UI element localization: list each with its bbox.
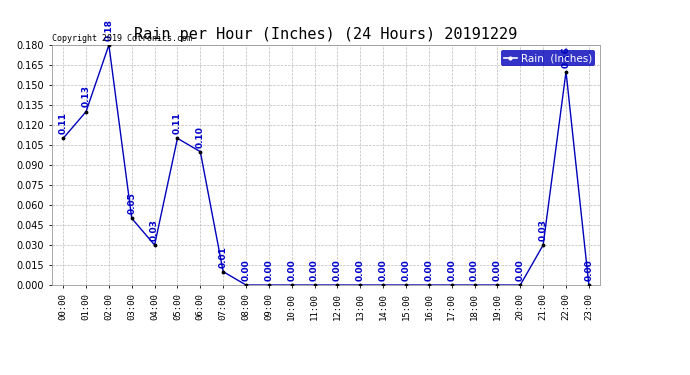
Text: 0.00: 0.00 [241,259,250,281]
Text: 0.01: 0.01 [219,246,228,267]
Text: 0.03: 0.03 [150,219,159,241]
Text: 0.13: 0.13 [81,86,90,108]
Text: 0.16: 0.16 [562,45,571,68]
Text: 0.00: 0.00 [287,259,296,281]
Text: 0.05: 0.05 [127,192,136,214]
Text: 0.11: 0.11 [59,112,68,134]
Title: Rain per Hour (Inches) (24 Hours) 20191229: Rain per Hour (Inches) (24 Hours) 201912… [135,27,518,42]
Text: 0.00: 0.00 [379,259,388,281]
Text: 0.00: 0.00 [264,259,273,281]
Text: 0.00: 0.00 [402,259,411,281]
Text: 0.10: 0.10 [196,126,205,147]
Text: Copyright 2019 Cdtronics.com: Copyright 2019 Cdtronics.com [52,34,192,43]
Text: 0.00: 0.00 [584,259,593,281]
Text: 0.00: 0.00 [310,259,319,281]
Text: 0.03: 0.03 [539,219,548,241]
Text: 0.18: 0.18 [104,19,113,41]
Text: 0.00: 0.00 [447,259,456,281]
Text: 0.00: 0.00 [424,259,433,281]
Text: 0.00: 0.00 [356,259,365,281]
Legend: Rain  (Inches): Rain (Inches) [501,50,595,66]
Text: 0.11: 0.11 [173,112,182,134]
Text: 0.00: 0.00 [516,259,525,281]
Text: 0.00: 0.00 [333,259,342,281]
Text: 0.00: 0.00 [493,259,502,281]
Text: 0.00: 0.00 [470,259,479,281]
